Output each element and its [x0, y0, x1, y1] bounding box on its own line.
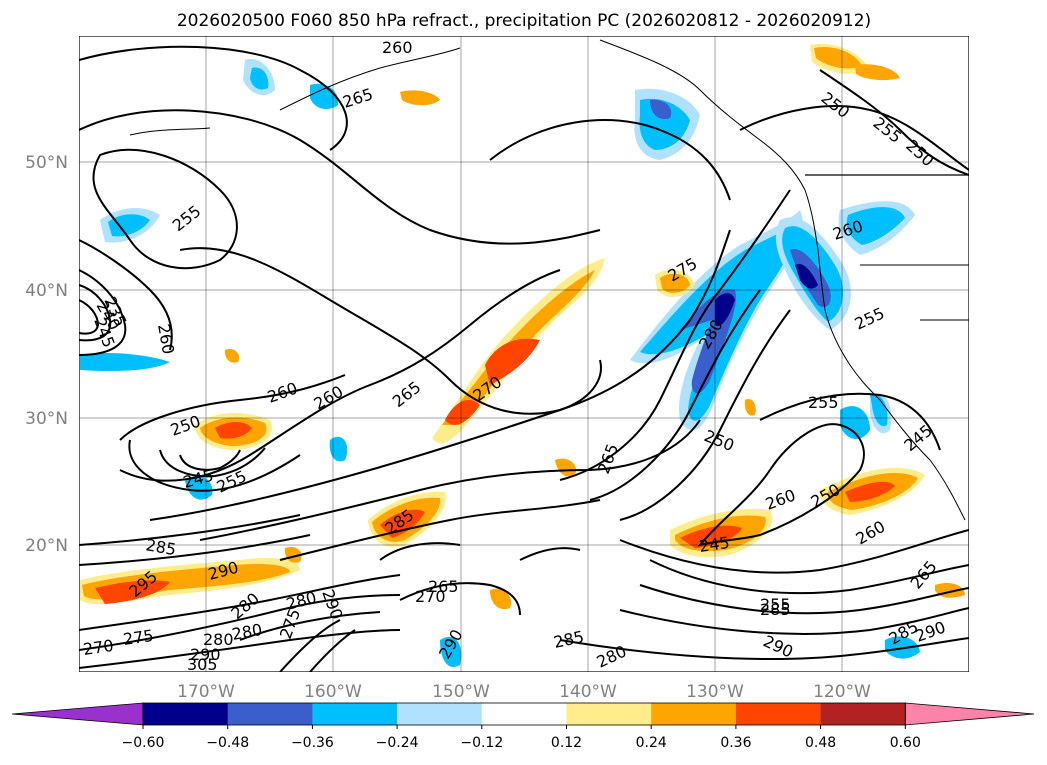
lat-label: 20°N: [25, 536, 68, 556]
contour-label: 280: [203, 630, 234, 649]
contour-label: 255: [808, 393, 839, 412]
colorbar-segment: [227, 703, 313, 725]
lon-label: 160°W: [304, 682, 362, 702]
colorbar-tick-label: −0.36: [291, 735, 334, 751]
colorbar-segment: [735, 703, 822, 725]
colorbar-tick-label: 0.24: [636, 735, 667, 751]
contour-label: 245: [698, 533, 731, 556]
refractivity-contours: [79, 45, 969, 672]
colorbar-tick-label: 0.60: [890, 735, 921, 751]
lat-label: 30°N: [25, 409, 68, 429]
colorbar-tick-label: −0.12: [460, 735, 503, 751]
colorbar-tick-label: 0.36: [720, 735, 751, 751]
latitude-labels: 50°N 40°N 30°N 20°N: [25, 153, 68, 556]
contour-label: 290: [190, 645, 221, 664]
longitude-labels: 170°W 160°W 150°W 140°W 130°W 120°W: [177, 682, 871, 702]
contour-label: 255: [760, 595, 791, 614]
lat-label: 40°N: [25, 281, 68, 301]
coastlines: [129, 39, 969, 521]
contour-label: 275: [122, 626, 155, 649]
contour-label: 305: [187, 655, 218, 674]
colorbar-segment: [566, 703, 652, 725]
contour-label: 265: [428, 577, 459, 596]
colorbar-outline: [142, 702, 906, 726]
colorbar-tick-label: −0.48: [206, 735, 249, 751]
lon-label: 120°W: [813, 682, 871, 702]
colorbar-tick-label: −0.60: [122, 735, 165, 751]
graticule: [79, 36, 969, 672]
colorbar-tick-label: 0.48: [805, 735, 836, 751]
contour-label: 285: [760, 600, 791, 619]
colorbar-extend-low: [11, 702, 144, 726]
map-area: 260 265 255 250 255 250 260 255 260 265 …: [79, 36, 969, 674]
lon-label: 150°W: [432, 682, 490, 702]
colorbar-tick-label: 0.12: [551, 735, 582, 751]
lat-label: 50°N: [25, 153, 68, 173]
lon-label: 130°W: [686, 682, 744, 702]
colorbar: −0.60 −0.48 −0.36 −0.24 −0.12 0.12 0.24 0.36 0.4…: [11, 702, 1035, 751]
colorbar-tick-label: −0.24: [376, 735, 419, 751]
colorbar-segment: [481, 703, 567, 725]
colorbar-segment: [312, 703, 398, 725]
contour-label: 270: [82, 636, 115, 659]
colorbar-segment: [651, 703, 737, 725]
map-title: 2026020500 F060 850 hPa refract., precip…: [177, 11, 871, 31]
lon-label: 170°W: [177, 682, 235, 702]
colorbar-extend-high: [904, 702, 1035, 726]
precip-shading: [80, 43, 965, 668]
contour-label: 270: [415, 587, 446, 606]
colorbar-segment: [397, 703, 483, 725]
colorbar-segment: [820, 703, 906, 725]
colorbar-segment: [143, 703, 229, 725]
contour-label: 260: [382, 38, 413, 57]
lon-label: 140°W: [559, 682, 617, 702]
